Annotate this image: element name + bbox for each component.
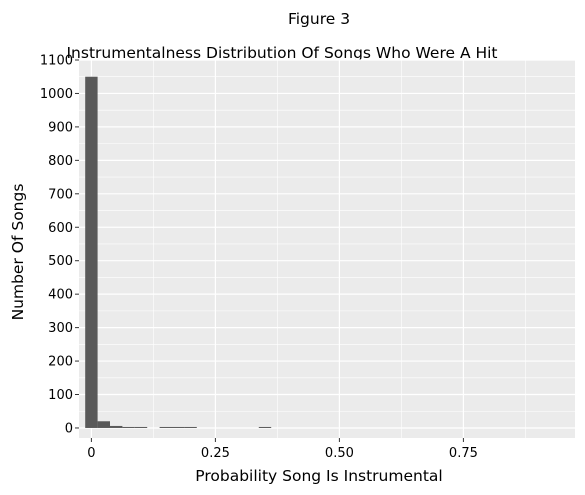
histogram-bar [110, 425, 123, 428]
histogram-bars [85, 76, 272, 428]
x-tick-label: 0.75 [449, 446, 478, 461]
y-tick-label: 0 [65, 421, 73, 436]
x-tick-label: 0 [87, 446, 95, 461]
y-tick-label: 1000 [40, 87, 73, 102]
x-axis: 0 0.25 0.50 0.75 [87, 438, 478, 461]
y-tick-label: 700 [48, 187, 73, 202]
histogram-bar [184, 426, 197, 428]
y-tick-label: 1100 [40, 54, 73, 69]
y-tick-label: 600 [48, 221, 73, 236]
figure-title: Figure 3 [288, 10, 350, 28]
x-tick-label: 0.25 [201, 446, 230, 461]
plot-panel [79, 60, 575, 438]
histogram-bar [85, 76, 98, 428]
y-tick-label: 800 [48, 154, 73, 169]
x-axis-title: Probability Song Is Instrumental [195, 467, 442, 485]
histogram-bar [258, 426, 272, 428]
histogram-bar [134, 426, 148, 428]
y-tick-label: 200 [48, 355, 73, 370]
y-tick-label: 500 [48, 254, 73, 269]
major-gridlines [79, 59, 575, 438]
histogram-bar [159, 426, 172, 428]
histogram-bar [97, 421, 110, 428]
histogram-bar [122, 426, 135, 428]
chart-title: Instrumentalness Distribution Of Songs W… [66, 44, 497, 62]
y-tick-label: 300 [48, 321, 73, 336]
y-tick-label: 900 [48, 120, 73, 135]
minor-gridlines [79, 60, 575, 438]
histogram-bar [172, 426, 185, 428]
x-tick-label: 0.50 [325, 446, 354, 461]
y-tick-label: 100 [48, 388, 73, 403]
y-axis: 0 100 200 300 400 500 600 700 800 900 1000 1100 [40, 54, 79, 436]
y-tick-label: 400 [48, 288, 73, 303]
y-axis-title: Number Of Songs [9, 184, 27, 321]
